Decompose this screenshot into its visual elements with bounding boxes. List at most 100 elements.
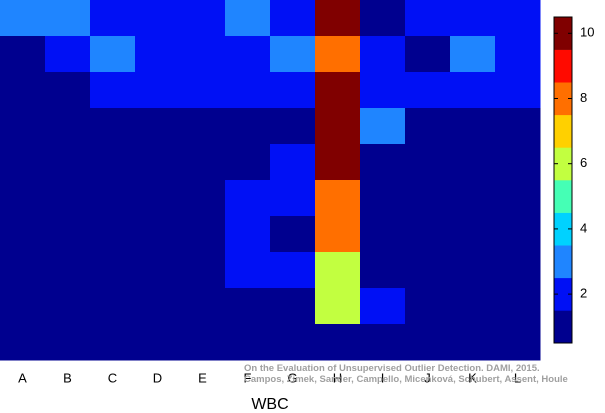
colorbar-segment [554,17,572,50]
heatmap-cell [315,0,361,37]
heatmap-cell [315,108,361,145]
heatmap-cell [315,252,361,289]
x-tick-label: A [18,370,27,385]
x-tick-label: D [153,370,162,385]
x-tick-label: K [468,370,477,385]
colorbar-segment [554,82,572,116]
colorbar-segment [554,49,572,83]
heatmap-cell [495,288,541,325]
annotation: On the Evaluation of Unsupervised Outlie… [244,363,540,374]
x-tick-label: I [381,370,385,385]
heatmap-cell [135,324,181,361]
heatmap-cell [135,216,181,253]
colorbar-segment [554,180,572,213]
colorbar-tick-label: 6 [580,155,587,170]
heatmap-cell [135,144,181,181]
heatmap-cell [495,36,541,73]
heatmap-cell [45,0,91,37]
colorbar-tick-label: 4 [580,220,587,235]
heatmap-cell [0,144,46,181]
heatmap-cell [450,180,496,217]
heatmap-cell [0,0,46,37]
heatmap-cell [0,180,46,217]
heatmap-cell [360,36,406,73]
heatmap-cell [90,252,136,289]
heatmap-cell [45,180,91,217]
heatmap-cell [270,180,316,217]
heatmap-cell [270,216,316,253]
heatmap-cell [270,288,316,325]
heatmap-cell [315,216,361,253]
heatmap-cell [315,72,361,109]
heatmap-cell [90,36,136,73]
heatmap-cell [495,108,541,145]
heatmap-cell [405,72,451,109]
heatmap-cell [135,108,181,145]
heatmap-cell [225,72,271,109]
x-tick-label: L [514,370,521,385]
heatmap-cell [0,324,46,361]
heatmap-cell [405,36,451,73]
heatmap-cell [135,288,181,325]
colorbar-segment [554,212,572,246]
heatmap-cell [180,108,226,145]
x-tick-label: G [287,370,297,385]
heatmap-cell [180,288,226,325]
heatmap-cell [180,0,226,37]
heatmap-cell [315,180,361,217]
heatmap-cell [90,0,136,37]
heatmap-cell [225,108,271,145]
heatmap-cell [405,144,451,181]
heatmap-cell [90,144,136,181]
heatmap-cell [225,216,271,253]
heatmap-cell [495,72,541,109]
colorbar-tick-label: 10 [580,25,594,40]
heatmap-cell [135,252,181,289]
colorbar-tick-label: 2 [580,286,587,301]
heatmap-cell [450,144,496,181]
x-axis-label: WBC [251,396,288,413]
x-tick-label: C [108,370,117,385]
heatmap-cell [45,108,91,145]
heatmap-cell [135,180,181,217]
heatmap-cell [180,252,226,289]
heatmap-cell [495,324,541,361]
heatmap-cell [450,324,496,361]
heatmap-cell [450,108,496,145]
colorbar-segment [554,277,572,311]
x-tick-label: E [198,370,207,385]
heatmap-cell [45,72,91,109]
x-tick-label: J [424,370,431,385]
colorbar-segment [554,310,572,344]
heatmap-cell [495,216,541,253]
heatmap-cell [315,144,361,181]
heatmap-cell [405,108,451,145]
colorbar-frame [553,16,573,344]
heatmap-cell [0,252,46,289]
heatmap-cell [225,288,271,325]
heatmap-cell [495,0,541,37]
colorbar-segment [554,114,572,148]
heatmap-cell [180,324,226,361]
heatmap-cell [360,288,406,325]
heatmap-cell [0,108,46,145]
heatmap-cell [90,72,136,109]
heatmap-cell [405,216,451,253]
heatmap-cell [90,108,136,145]
heatmap-cell [450,36,496,73]
heatmap-cell [360,0,406,37]
heatmap-cell [0,288,46,325]
x-tick-label: B [63,370,72,385]
heatmap-cell [405,288,451,325]
heatmap-cell [360,324,406,361]
heatmap-cell [360,108,406,145]
colorbar-tick-label: 8 [580,90,587,105]
heatmap-cell [405,324,451,361]
heatmap-cell [90,288,136,325]
heatmap-cell [135,72,181,109]
heatmap-cell [450,0,496,37]
heatmap-cell [405,180,451,217]
x-tick-label: H [333,370,342,385]
heatmap-cell [315,324,361,361]
heatmap-cell [0,216,46,253]
